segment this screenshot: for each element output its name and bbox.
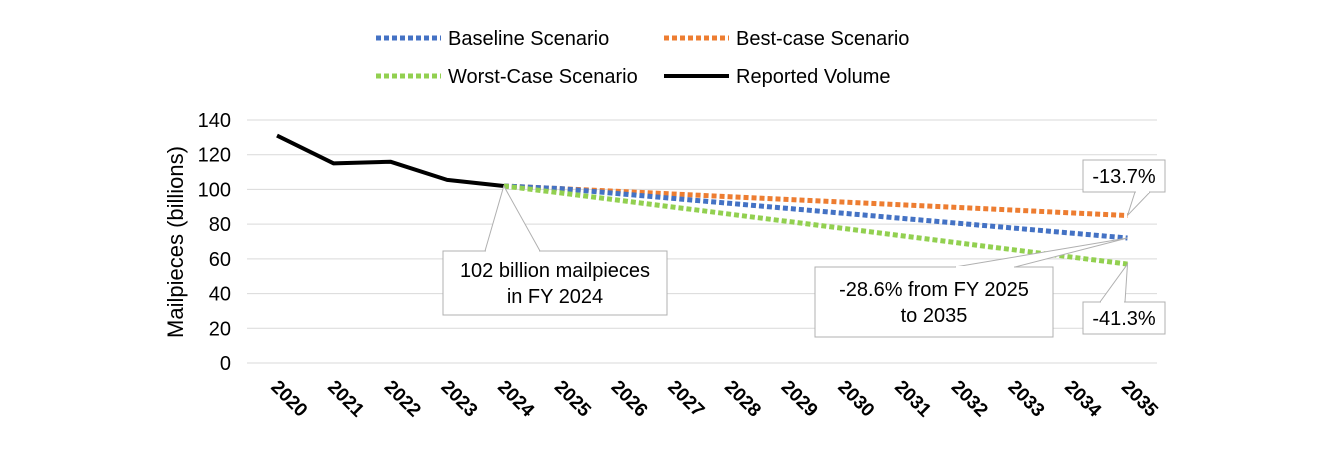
callout-box <box>1082 159 1166 193</box>
callout-best-case: -13.7% <box>1082 159 1166 216</box>
callout-pointer <box>1099 262 1129 303</box>
callouts: 102 billion mailpieces in FY 2024 -28.6% f… <box>442 159 1166 338</box>
x-tick-label: 2020 <box>266 377 311 422</box>
y-axis-title: Mailpieces (billions) <box>163 146 188 338</box>
y-tick-label: 40 <box>209 284 231 306</box>
x-tick-label: 2027 <box>663 377 708 422</box>
x-tick-label: 2023 <box>437 377 482 422</box>
x-tick-label: 2029 <box>777 377 822 422</box>
callout-text: 102 billion mailpieces <box>460 260 650 282</box>
series-line-reported <box>276 133 505 188</box>
x-tick-label: 2031 <box>890 377 935 422</box>
x-tick-label: 2022 <box>380 377 425 422</box>
callout-text: -41.3% <box>1092 308 1156 330</box>
x-tick-label: 2034 <box>1060 377 1105 422</box>
callout-text: to 2035 <box>901 305 968 327</box>
x-tick-label: 2026 <box>607 377 652 422</box>
callout-fy2024: 102 billion mailpieces in FY 2024 <box>442 184 668 316</box>
x-tick-label: 2032 <box>947 377 992 422</box>
callout-pointer <box>954 237 1128 268</box>
legend-label-best-case: Best-case Scenario <box>736 28 909 50</box>
legend-item-best-case: Best-case Scenario <box>664 28 909 50</box>
legend-item-baseline: Baseline Scenario <box>376 28 609 50</box>
callout-text: in FY 2024 <box>507 286 603 308</box>
y-tick-label: 60 <box>209 249 231 271</box>
y-tick-label: 100 <box>198 179 231 201</box>
callout-text: -28.6% from FY 2025 <box>839 279 1029 301</box>
x-tick-label: 2025 <box>550 377 595 422</box>
callout-baseline-change: -28.6% from FY 2025 to 2035 <box>814 237 1128 338</box>
callout-pointer <box>484 184 541 252</box>
y-tick-label: 120 <box>198 145 231 167</box>
x-tick-label: 2024 <box>493 377 538 422</box>
legend-item-reported: Reported Volume <box>664 66 891 88</box>
series-line-worst-case <box>503 183 1128 267</box>
legend-label-worst-case: Worst-Case Scenario <box>448 66 638 88</box>
legend-item-worst-case: Worst-Case Scenario <box>376 66 638 88</box>
x-tick-label: 2030 <box>833 377 878 422</box>
legend-label-baseline: Baseline Scenario <box>448 28 609 50</box>
y-tick-label: 140 <box>198 110 231 132</box>
x-tick-label: 2028 <box>720 377 765 422</box>
x-axis-ticks: 2020 2021 2022 2023 2024 2025 2026 2027 2028 2029… <box>266 377 1162 422</box>
x-tick-label: 2035 <box>1117 377 1162 422</box>
series-lines <box>276 133 1128 267</box>
y-tick-label: 20 <box>209 318 231 340</box>
y-tick-label: 0 <box>220 353 231 375</box>
callout-box <box>442 250 668 316</box>
legend-label-reported: Reported Volume <box>736 66 891 88</box>
y-tick-label: 80 <box>209 214 231 236</box>
callout-box <box>814 266 1054 338</box>
gridlines <box>247 119 1157 364</box>
legend: Baseline Scenario Best-case Scenario Wor… <box>376 28 909 88</box>
x-tick-label: 2033 <box>1004 377 1049 422</box>
callout-text: -13.7% <box>1092 166 1156 188</box>
y-axis-ticks: 0 20 40 60 80 100 120 140 <box>198 110 231 375</box>
x-tick-label: 2021 <box>323 377 368 422</box>
callout-pointer <box>1127 191 1151 216</box>
callout-worst-case: -41.3% <box>1082 262 1166 335</box>
